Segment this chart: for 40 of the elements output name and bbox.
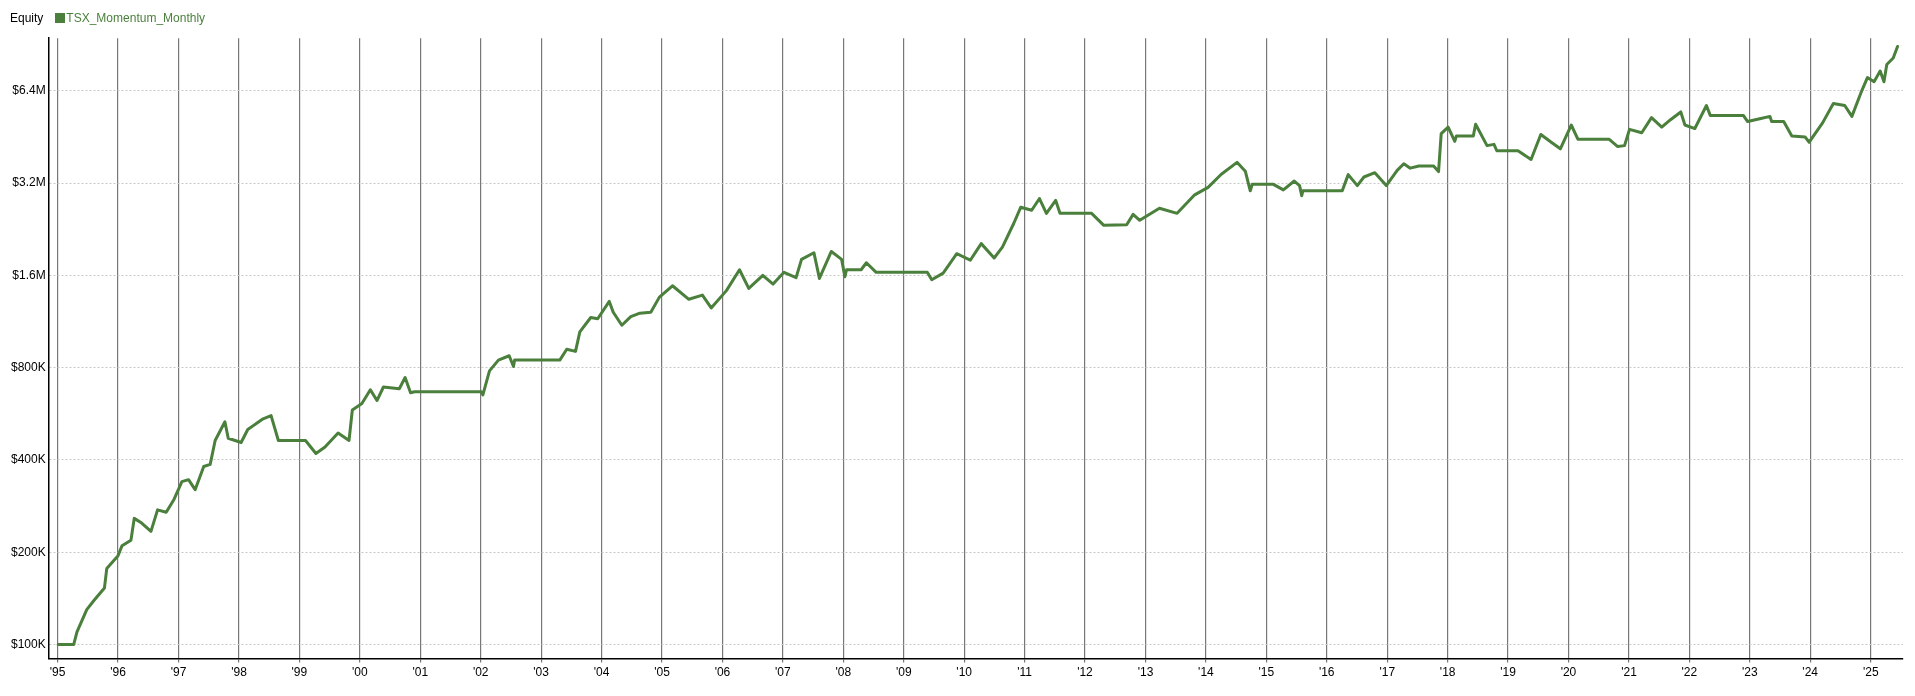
x-tick-label: '14 xyxy=(1198,665,1215,680)
x-tick-label: '23 xyxy=(1741,665,1758,680)
x-tick-label: '11 xyxy=(1017,665,1033,680)
x-tick-label: '18 xyxy=(1439,665,1456,680)
x-tick-label: '95 xyxy=(49,665,66,680)
y-tick-label: $200K xyxy=(11,544,46,559)
x-tick-label: '24 xyxy=(1802,665,1819,680)
y-tick-label: $100K xyxy=(11,636,46,651)
x-tick-label: '05 xyxy=(654,665,671,680)
x-tick-label: '97 xyxy=(170,665,187,680)
x-tick-label: '08 xyxy=(835,665,852,680)
x-tick-label: '10 xyxy=(956,665,973,680)
x-tick-label: '25 xyxy=(1862,665,1879,680)
x-tick-label: '04 xyxy=(593,665,610,680)
x-tick-label: '06 xyxy=(714,665,731,680)
x-tick-label: '98 xyxy=(231,665,248,680)
x-tick-label: '09 xyxy=(895,665,912,680)
x-tick-label: '13 xyxy=(1137,665,1154,680)
x-tick-label: '20 xyxy=(1560,665,1577,680)
x-tick-label: '96 xyxy=(110,665,127,680)
y-tick-label: $800K xyxy=(11,360,46,374)
y-tick-label: $6.4M xyxy=(12,83,46,98)
x-tick-label: '22 xyxy=(1681,665,1698,680)
x-tick-label: '12 xyxy=(1077,665,1094,680)
x-tick-label: '21 xyxy=(1621,665,1638,680)
y-tick-label: $1.6M xyxy=(12,267,46,282)
x-tick-label: '07 xyxy=(775,665,791,680)
x-tick-label: '00 xyxy=(351,665,368,680)
x-tick-label: '99 xyxy=(291,665,308,680)
y-axis-title: Equity xyxy=(10,11,44,25)
x-tick-label: '03 xyxy=(533,665,550,680)
x-tick-label: '01 xyxy=(412,665,429,680)
x-tick-label: '15 xyxy=(1258,665,1275,680)
x-tick-label: '17 xyxy=(1379,665,1396,680)
y-tick-label: $400K xyxy=(11,452,46,467)
x-tick-label: '02 xyxy=(472,665,489,680)
legend-label: TSX_Momentum_Monthly xyxy=(66,11,206,25)
x-tick-label: '16 xyxy=(1318,665,1335,680)
x-tick-label: '19 xyxy=(1500,665,1517,680)
y-tick-label: $3.2M xyxy=(12,175,46,190)
